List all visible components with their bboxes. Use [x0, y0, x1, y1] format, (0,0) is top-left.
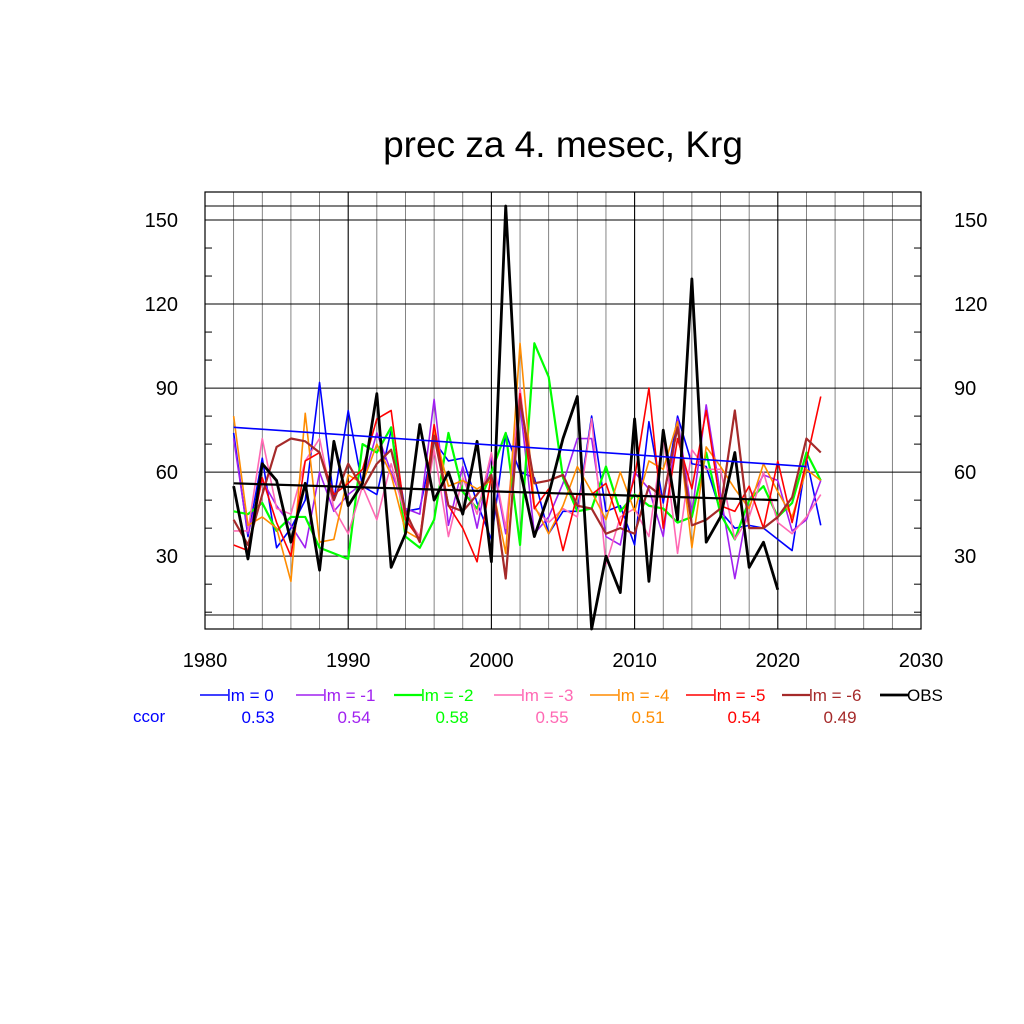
- legend-label: lm = 0: [227, 686, 274, 705]
- y-tick-label-left: 60: [156, 462, 178, 484]
- tick-labels: 30 30 60 60 90 90 120 120 150 150 1980 1990 2000 2010…: [145, 210, 988, 672]
- x-tick-label: 2030: [899, 650, 944, 672]
- y-tick-label-left: 30: [156, 546, 178, 568]
- y-tick-label-right: 90: [954, 378, 976, 400]
- y-tick-label-left: 150: [145, 210, 178, 232]
- series-line: [232, 204, 780, 631]
- legend-label: lm = -1: [323, 686, 375, 705]
- legend: lm = 0 0.53 lm = -1 0.54 lm = -2 0.58 lm = -3 0…: [200, 686, 943, 727]
- x-tick-label: 1990: [326, 650, 371, 672]
- y-tick-label-right: 120: [954, 294, 987, 316]
- ccor-label: ccor: [133, 707, 165, 726]
- y-tick-label-right: 60: [954, 462, 976, 484]
- ccor-value: 0.54: [337, 708, 370, 727]
- ccor-value: 0.58: [435, 708, 468, 727]
- series-line: [232, 398, 822, 580]
- series-layer: [232, 204, 822, 631]
- x-tick-label: 1980: [183, 650, 228, 672]
- x-tick-label: 2020: [756, 650, 801, 672]
- trend-line: [233, 426, 807, 468]
- legend-label: lm = -4: [617, 686, 669, 705]
- y-tick-label-right: 30: [954, 546, 976, 568]
- legend-label: lm = -3: [521, 686, 573, 705]
- legend-label: OBS: [907, 686, 943, 705]
- legend-label: lm = -2: [421, 686, 473, 705]
- chart-title: prec za 4. mesec, Krg: [383, 124, 743, 165]
- ccor-value: 0.54: [727, 708, 760, 727]
- ccor-value: 0.53: [241, 708, 274, 727]
- grid: [205, 192, 921, 629]
- ccor-value: 0.51: [631, 708, 664, 727]
- trend-line: [233, 482, 778, 502]
- legend-label: lm = -5: [713, 686, 765, 705]
- y-tick-label-right: 150: [954, 210, 987, 232]
- x-tick-label: 2000: [469, 650, 514, 672]
- plot-frame: [204, 191, 922, 630]
- ccor-value: 0.49: [823, 708, 856, 727]
- y-tick-label-left: 90: [156, 378, 178, 400]
- series-line: [232, 342, 822, 583]
- ccor-value: 0.55: [535, 708, 568, 727]
- legend-label: lm = -6: [809, 686, 861, 705]
- y-tick-label-left: 120: [145, 294, 178, 316]
- x-tick-label: 2010: [612, 650, 657, 672]
